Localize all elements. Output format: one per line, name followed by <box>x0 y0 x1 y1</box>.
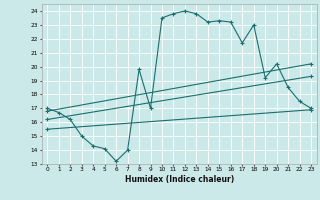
X-axis label: Humidex (Indice chaleur): Humidex (Indice chaleur) <box>124 175 234 184</box>
